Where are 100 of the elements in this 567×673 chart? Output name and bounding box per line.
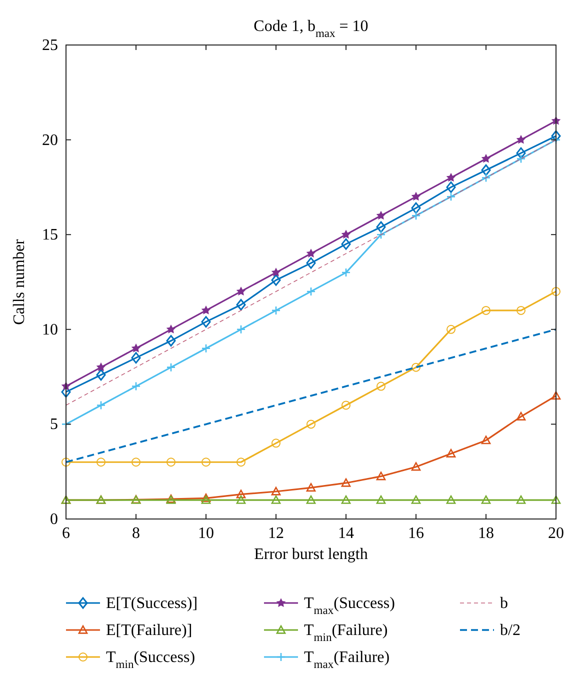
point (482, 306, 490, 315)
point (516, 306, 526, 315)
point (166, 335, 176, 347)
legend-label: E[T(Failure)] (106, 622, 192, 639)
point (411, 495, 421, 504)
point (412, 192, 420, 200)
point (62, 458, 70, 467)
point (341, 478, 351, 487)
point (132, 458, 140, 467)
point (516, 154, 526, 164)
point (306, 483, 316, 492)
x-tick-label: 8 (132, 525, 140, 542)
y-axis-title: Calls number (11, 238, 28, 325)
point (201, 316, 211, 328)
chart-title: Code 1, b$_{max}$ = 10 (254, 18, 368, 40)
legend-label: b/2 (500, 622, 520, 639)
point (341, 495, 351, 504)
point (376, 472, 386, 480)
point (376, 230, 386, 240)
point (376, 211, 386, 220)
point (446, 448, 456, 458)
point (272, 268, 280, 276)
point (271, 486, 281, 496)
point (376, 495, 386, 504)
x-tick-label: 10 (198, 525, 214, 542)
point (132, 344, 140, 352)
point (376, 382, 386, 391)
point (481, 495, 491, 504)
point (551, 495, 561, 504)
point (306, 257, 316, 269)
y-tick-label: 20 (42, 132, 58, 149)
point (411, 202, 421, 214)
point (516, 495, 526, 504)
y-tick-label: 5 (50, 416, 58, 434)
point (342, 230, 350, 238)
point (341, 268, 351, 278)
point (306, 249, 316, 258)
x-tick-label: 6 (62, 525, 70, 542)
x-tick-label: 12 (268, 525, 284, 542)
point (271, 306, 281, 316)
point (236, 299, 246, 310)
legend-label: T$_{min}$(Success) (106, 649, 196, 671)
point (236, 490, 246, 498)
point (412, 362, 420, 372)
point (481, 173, 491, 182)
point (551, 391, 561, 400)
point (202, 306, 210, 314)
point (166, 362, 176, 372)
point (201, 495, 211, 504)
point (516, 147, 526, 159)
point (446, 495, 456, 504)
point (131, 382, 141, 391)
legend-label: b (500, 595, 508, 612)
legend-label: E[T(Success)] (106, 595, 198, 612)
point (96, 362, 106, 371)
point (236, 287, 246, 296)
point (306, 286, 316, 296)
point (411, 210, 421, 220)
x-tick-label: 16 (408, 525, 424, 542)
point (271, 274, 281, 286)
point (481, 164, 491, 176)
point (446, 192, 456, 202)
legend-label: T$_{max}$(Failure) (304, 649, 390, 671)
point (446, 173, 456, 182)
point (411, 462, 421, 471)
point (516, 135, 526, 144)
y-tick-label: 15 (42, 226, 58, 244)
point (96, 369, 106, 381)
point (202, 458, 210, 467)
point (376, 221, 386, 233)
x-tick-label: 14 (338, 525, 354, 542)
point (551, 130, 561, 142)
x-axis-title: Error burst length (254, 546, 368, 563)
point (516, 412, 526, 420)
legend-label: T$_{min}$(Failure) (304, 622, 388, 644)
point (272, 438, 280, 448)
x-tick-label: 20 (548, 525, 564, 542)
point (306, 495, 316, 504)
point (341, 238, 351, 250)
point (166, 458, 176, 467)
y-tick-label: 10 (42, 321, 58, 338)
point (342, 400, 350, 410)
point (236, 495, 246, 504)
point (306, 420, 316, 429)
legend-label: T$_{max}$(Success) (304, 595, 395, 617)
point (236, 324, 246, 334)
point (201, 344, 211, 354)
y-tick-label: 0 (50, 511, 58, 528)
point (131, 352, 141, 364)
point (271, 495, 281, 504)
point (481, 436, 491, 444)
x-tick-label: 18 (478, 525, 494, 542)
point (96, 400, 106, 410)
point (236, 458, 246, 467)
y-tick-label: 25 (42, 37, 58, 54)
point (446, 324, 456, 334)
point (482, 154, 490, 162)
point (96, 458, 106, 467)
point (446, 181, 456, 193)
point (166, 325, 176, 334)
